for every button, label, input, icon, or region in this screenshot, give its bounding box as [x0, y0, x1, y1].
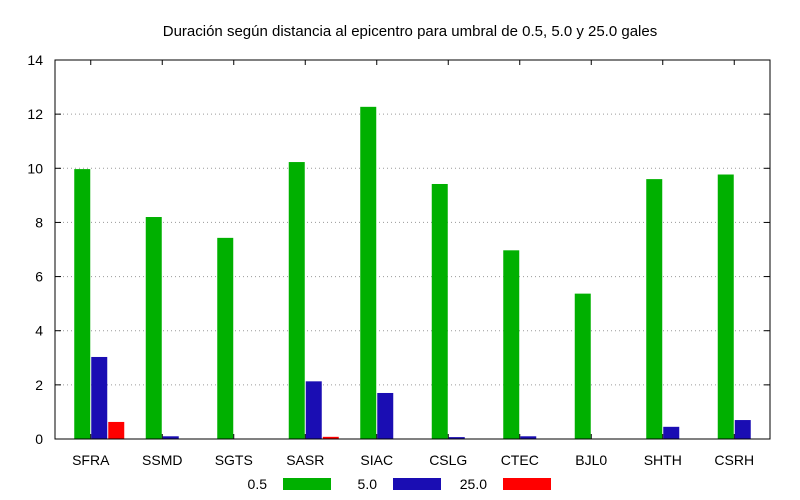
x-tick-label: CSLG	[429, 452, 467, 468]
bar	[288, 162, 305, 440]
plot-frame	[54, 59, 771, 440]
bar	[305, 381, 322, 439]
x-axis: SFRA SSMD SGTS SASR SIAC CSLG CTEC BJL0 SHTH CSRH	[72, 60, 754, 468]
bar	[646, 179, 663, 439]
x-tick-label: CSRH	[714, 452, 754, 468]
legend-swatch	[283, 478, 331, 490]
legend-label: 5.0	[358, 476, 378, 492]
y-tick-label: 8	[35, 214, 43, 230]
chart-title: Duración según distancia al epicentro pa…	[163, 23, 657, 40]
x-tick-label: SGTS	[215, 452, 253, 468]
bar	[431, 183, 448, 439]
bar	[734, 420, 751, 439]
bar	[162, 436, 179, 439]
legend-label: 0.5	[248, 476, 268, 492]
bar	[503, 250, 520, 439]
y-tick-label: 6	[35, 269, 43, 285]
y-tick-label: 10	[27, 160, 43, 176]
bar	[448, 437, 465, 439]
bar	[322, 436, 339, 439]
bar	[574, 293, 591, 439]
bar	[377, 392, 394, 439]
bar	[74, 169, 91, 440]
bar	[145, 217, 162, 439]
bar	[520, 436, 537, 439]
legend-label: 25.0	[460, 476, 487, 492]
x-tick-label: SHTH	[644, 452, 682, 468]
y-tick-label: 12	[27, 106, 43, 122]
legend: 0.5 5.0 25.0	[248, 476, 551, 492]
bar	[360, 106, 377, 440]
bar	[108, 421, 125, 439]
x-tick-label: SASR	[286, 452, 324, 468]
x-tick-label: SSMD	[142, 452, 182, 468]
bars	[74, 106, 751, 440]
x-tick-label: CTEC	[501, 452, 539, 468]
legend-swatch	[393, 478, 441, 490]
y-tick-label: 4	[35, 323, 43, 339]
bar	[217, 237, 234, 439]
bar	[91, 356, 108, 439]
legend-swatch	[503, 478, 551, 490]
bar	[717, 174, 734, 439]
bar	[663, 426, 680, 439]
y-axis: 0 2 4 6 8 10 12 14	[27, 52, 770, 447]
y-tick-label: 14	[27, 52, 43, 68]
x-tick-label: SFRA	[72, 452, 110, 468]
y-tick-label: 0	[35, 431, 43, 447]
x-tick-label: SIAC	[360, 452, 393, 468]
y-tick-label: 2	[35, 377, 43, 393]
x-tick-label: BJL0	[575, 452, 607, 468]
